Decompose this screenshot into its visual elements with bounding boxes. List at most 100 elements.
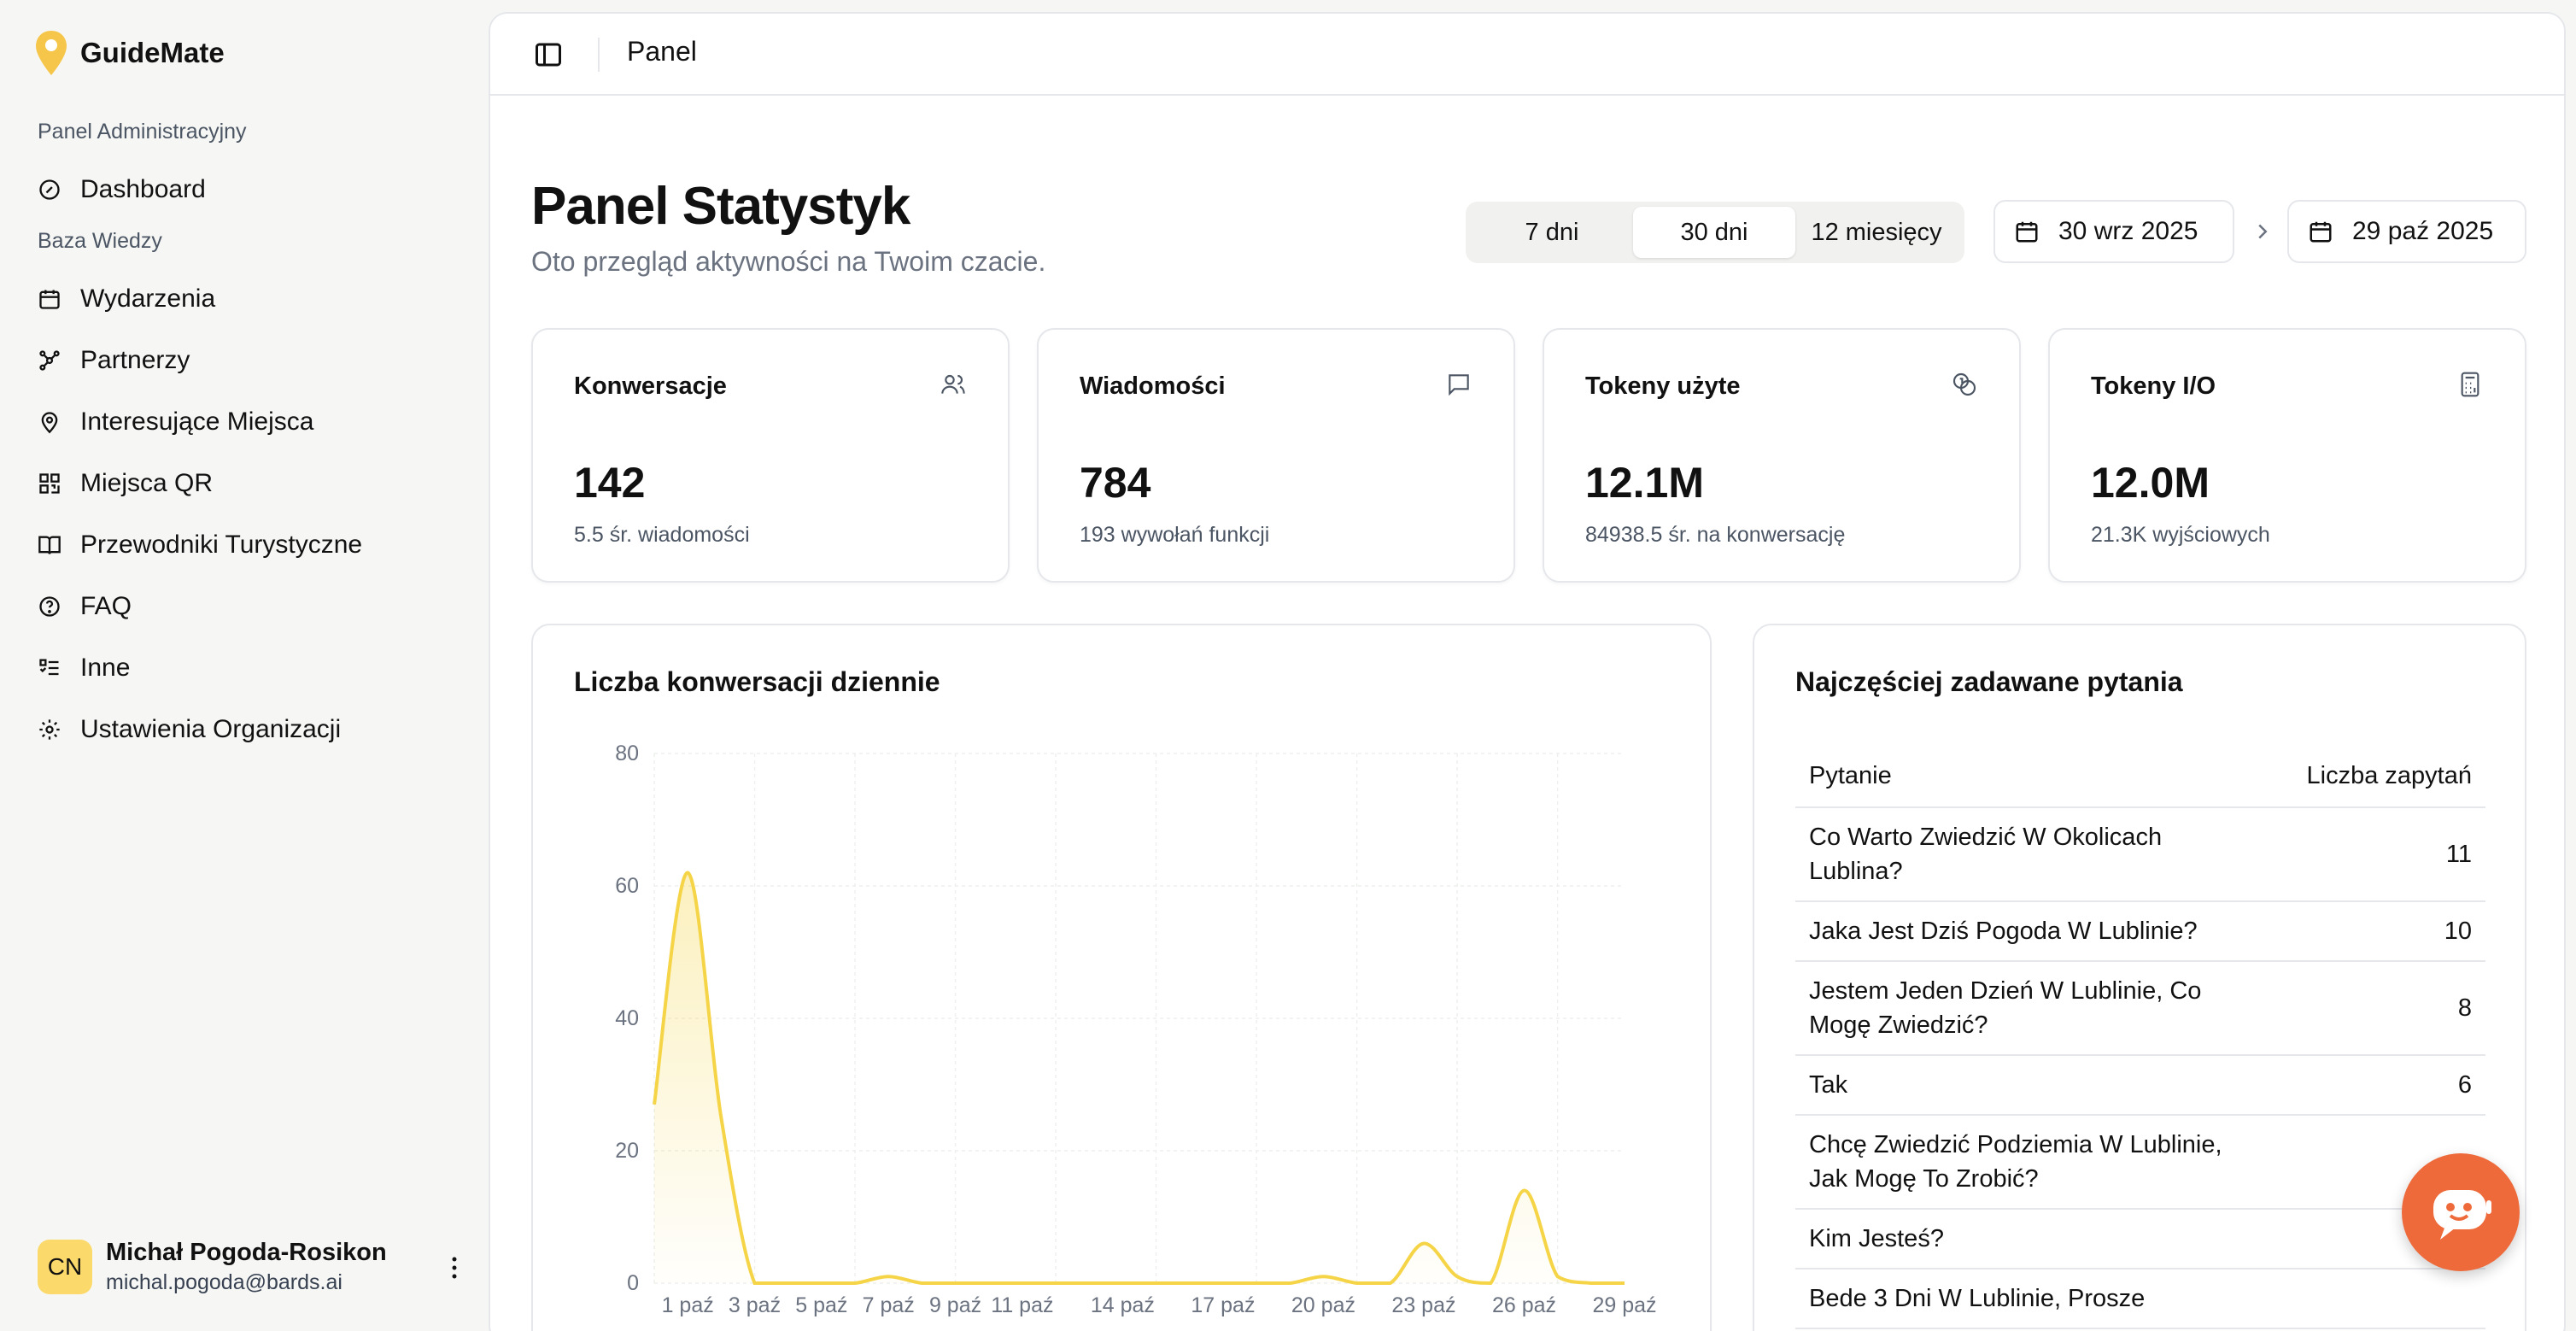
faq-count: 11 [2445,841,2472,868]
sidebar-item-faq[interactable]: FAQ [38,583,465,630]
table-row[interactable]: Jaka Jest Dziś Pogoda W Lublinie? 10 [1795,902,2485,962]
main-panel: Panel Panel Statystyk Oto przegląd aktyw… [489,12,2566,1331]
x-tick-label: 29 paź [1592,1293,1656,1317]
sidebar-item-events[interactable]: Wydarzenia [38,275,465,323]
series-area [654,872,1625,1283]
conversations-chart: 0 20 40 60 80 1 paź 3 paź 5 paź 7 paź 9 paź 11 paź… [615,742,1656,1317]
range-7-days[interactable]: 7 dni [1525,218,1579,246]
date-from-picker[interactable]: 30 wrz 2025 [1993,200,2234,263]
calendar-icon [2310,221,2332,243]
table-row[interactable]: Kim Jesteś? [1795,1210,2485,1269]
faq-panel: Najczęściej zadawane pytania Pytanie Lic… [1753,624,2526,1331]
avatar: CN [38,1240,92,1294]
sidebar-item-label: Przewodniki Turystyczne [80,531,363,559]
user-name: Michał Pogoda-Rosikon [106,1239,387,1266]
help-circle-icon [39,596,60,617]
topbar: Panel [490,14,2564,96]
y-tick-label: 20 [615,1139,639,1163]
calendar-icon [2016,221,2038,243]
page-title: Panel Statystyk [531,177,910,236]
table-row[interactable]: Jestem Jeden Dzień W Lublinie, Co Mogę Z… [1795,962,2485,1056]
group-knowledge-label: Baza Wiedzy [38,229,162,253]
range-toggle: 7 dni 30 dni 12 miesięcy [1466,202,1964,263]
chat-bot-icon [2433,1190,2491,1240]
range-30-days[interactable]: 30 dni [1633,207,1795,258]
table-header: Pytanie Liczba zapytań [1795,745,2485,808]
table-row[interactable]: Bede 3 Dni W Lublinie, Prosze [1795,1269,2485,1329]
sidebar-item-other[interactable]: Inne [38,644,465,692]
stat-card-tokens-used: Tokeny użyte 12.1M 84938.5 śr. na konwer… [1543,328,2021,583]
topbar-divider [598,38,600,72]
sidebar-item-label: FAQ [80,592,132,620]
partners-icon [39,350,60,371]
page-subtitle: Oto przegląd aktywności na Twoim czacie. [531,246,1046,277]
sidebar-item-partners[interactable]: Partnerzy [38,337,465,384]
sidebar-item-guides[interactable]: Przewodniki Turystyczne [38,521,465,569]
sidebar-item-dashboard[interactable]: Dashboard [38,166,465,214]
stat-value: 12.0M [2091,459,2210,507]
stat-card-tokens-io: Tokeny I/O 12.0M 21.3K wyjściowych [2048,328,2526,583]
brand[interactable]: GuideMate [34,29,225,77]
y-tick-label: 0 [627,1271,639,1295]
chat-launcher-button[interactable] [2402,1153,2520,1271]
date-from: 30 wrz 2025 [2058,217,2198,245]
sidebar-item-qr[interactable]: Miejsca QR [38,460,465,507]
message-icon [1449,374,1469,396]
sidebar-item-label: Ustawienia Organizacji [80,715,342,743]
date-to-picker[interactable]: 29 paź 2025 [2287,200,2526,263]
faq-question: Co Warto Zwiedzić W Okolicach Lublina? [1809,824,2163,885]
user-menu[interactable]: CN Michał Pogoda-Rosikon michal.pogoda@b… [38,1237,465,1297]
x-tick-label: 14 paź [1091,1293,1155,1317]
stat-value: 12.1M [1585,459,1704,507]
faq-question: Kim Jesteś? [1809,1225,1944,1252]
x-tick-label: 1 paź [662,1293,714,1317]
sidebar-item-places[interactable]: Interesujące Miejsca [38,398,465,446]
x-tick-label: 23 paź [1391,1293,1455,1317]
calendar-icon [39,290,60,309]
stat-value: 142 [574,459,646,507]
col-question: Pytanie [1809,761,1892,789]
chart-panel: Liczba konwersacji dziennie 0 20 40 60 80 1 p… [531,624,1712,1331]
calculator-icon [2461,372,2479,397]
qr-icon [39,473,60,494]
more-vertical-icon[interactable] [444,1252,465,1283]
sidebar-item-label: Dashboard [80,175,206,203]
faq-question: Chcę Zwiedzić Podziemia W Lublinie, Jak … [1809,1131,2222,1193]
sidebar-item-org-settings[interactable]: Ustawienia Organizacji [38,706,465,753]
chart-title: Liczba konwersacji dziennie [574,666,940,697]
col-count: Liczba zapytań [2306,761,2472,789]
table-row[interactable]: Chcę Zwiedzić Podziemia W Lublinie, Jak … [1795,1116,2485,1210]
stat-sub: 193 wywołań funkcji [1080,523,1270,547]
faq-table: Pytanie Liczba zapytań Co Warto Zwiedzić… [1795,745,2485,1329]
stat-card-conversations: Konwersacje 142 5.5 śr. wiadomości [531,328,1010,583]
faq-question: Bede 3 Dni W Lublinie, Prosze [1809,1285,2146,1312]
sidebar-item-label: Inne [80,654,131,682]
app-name: GuideMate [80,37,225,68]
faq-count: 8 [2457,994,2472,1022]
gear-icon [39,719,60,740]
date-to: 29 paź 2025 [2352,217,2494,245]
sidebar-item-label: Miejsca QR [80,469,214,497]
list-icon [39,659,59,676]
user-email: michal.pogoda@bards.ai [106,1270,342,1294]
sidebar-toggle-icon[interactable] [533,39,564,70]
range-12-months[interactable]: 12 miesięcy [1811,218,1942,246]
table-row[interactable]: Co Warto Zwiedzić W Okolicach Lublina? 11 [1795,808,2485,902]
sidebar-item-label: Interesujące Miejsca [80,408,314,436]
x-tick-label: 5 paź [795,1293,847,1317]
table-row[interactable]: Tak 6 [1795,1056,2485,1116]
stat-sub: 21.3K wyjściowych [2091,523,2270,547]
faq-question: Jestem Jeden Dzień W Lublinie, Co Mogę Z… [1809,977,2202,1039]
map-pin-icon [41,412,58,434]
sidebar-item-label: Partnerzy [80,346,190,374]
stat-value: 784 [1080,459,1151,507]
x-tick-label: 9 paź [929,1293,981,1317]
x-tick-label: 26 paź [1492,1293,1556,1317]
stat-sub: 5.5 śr. wiadomości [574,523,750,547]
y-tick-label: 60 [615,874,639,898]
y-tick-label: 40 [615,1006,639,1030]
chevron-right-icon [2258,224,2268,239]
stat-title: Konwersacje [574,372,727,400]
stat-card-messages: Wiadomości 784 193 wywołań funkcji [1037,328,1515,583]
series-line [653,871,1625,1286]
